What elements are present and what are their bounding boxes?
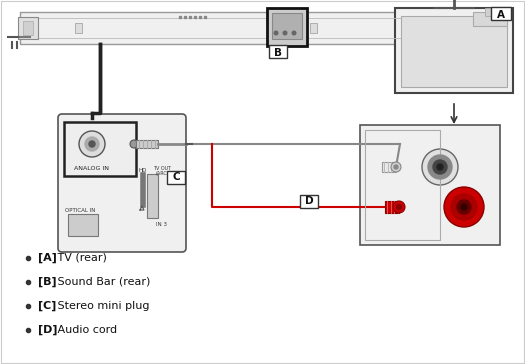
Text: TV OUT
(ARC): TV OUT (ARC) (153, 166, 171, 177)
Bar (75, 23, 82, 33)
Circle shape (130, 140, 138, 148)
Circle shape (444, 187, 484, 227)
Bar (401, 16, 507, 87)
Text: [B]: [B] (38, 277, 57, 287)
Bar (267, 8, 307, 46)
Bar (385, 201, 399, 213)
Circle shape (85, 137, 99, 151)
Bar (491, 7, 511, 20)
Text: Sound Bar (rear): Sound Bar (rear) (54, 277, 150, 287)
Bar (269, 45, 287, 58)
Bar (23, 21, 33, 35)
Circle shape (79, 131, 105, 157)
Bar (147, 174, 158, 218)
Bar (20, 12, 405, 44)
Circle shape (451, 194, 477, 220)
Circle shape (396, 205, 402, 210)
Circle shape (283, 31, 287, 35)
Circle shape (457, 200, 471, 214)
Bar (18, 17, 38, 39)
Bar (360, 125, 500, 245)
Text: [D]: [D] (38, 325, 58, 335)
Text: HD: HD (139, 167, 147, 173)
Circle shape (461, 204, 467, 210)
Text: D: D (304, 197, 313, 206)
FancyBboxPatch shape (58, 114, 186, 252)
Text: TV (rear): TV (rear) (54, 253, 107, 263)
Bar (300, 195, 318, 208)
Bar (365, 130, 440, 240)
Circle shape (428, 155, 452, 179)
Circle shape (437, 164, 443, 170)
Bar (167, 171, 185, 184)
Bar (64, 122, 136, 176)
Circle shape (89, 141, 95, 147)
Circle shape (433, 160, 447, 174)
Text: Stereo mini plug: Stereo mini plug (54, 301, 149, 311)
Text: B: B (274, 48, 282, 58)
Circle shape (292, 31, 296, 35)
Bar (136, 140, 158, 148)
Text: ANALOG IN: ANALOG IN (75, 166, 110, 170)
Text: A: A (497, 10, 505, 20)
Circle shape (394, 165, 398, 169)
Bar (310, 23, 317, 33)
Bar (395, 8, 513, 93)
Circle shape (422, 149, 458, 185)
Text: IN 3: IN 3 (156, 222, 167, 226)
Circle shape (391, 162, 401, 172)
Bar (272, 13, 302, 39)
Bar (382, 162, 396, 172)
Text: OPTICAL IN: OPTICAL IN (65, 207, 95, 213)
Circle shape (393, 201, 405, 213)
Bar (473, 12, 507, 26)
Text: [A]: [A] (38, 253, 57, 263)
Text: C: C (172, 173, 180, 182)
Bar (485, 8, 503, 16)
Text: Audio cord: Audio cord (54, 325, 117, 335)
Circle shape (274, 31, 278, 35)
Text: [C]: [C] (38, 301, 56, 311)
Bar (68, 214, 98, 236)
